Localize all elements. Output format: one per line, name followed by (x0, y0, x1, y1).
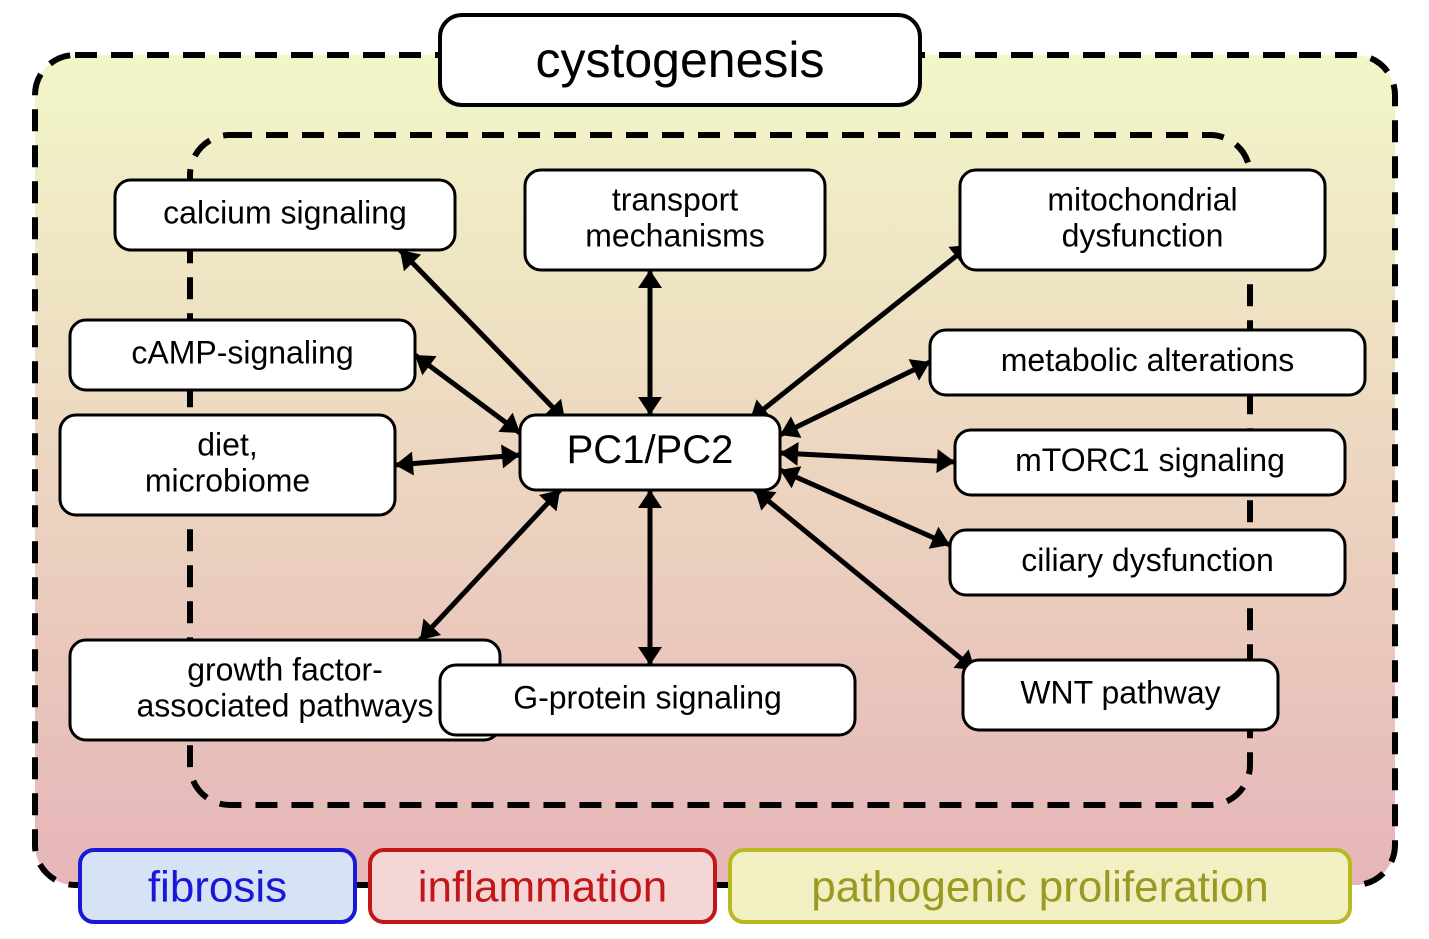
node-label: growth factor- (187, 651, 383, 687)
node-label: calcium signaling (163, 194, 407, 230)
node-label: PC1/PC2 (567, 428, 734, 472)
node-camp: cAMP-signaling (70, 320, 415, 390)
node-ciliary: ciliary dysfunction (950, 530, 1345, 595)
node-transport: transportmechanisms (525, 170, 825, 270)
node-label: cAMP-signaling (131, 334, 353, 370)
bottom-label-pathogenic: pathogenic proliferation (730, 850, 1350, 922)
bottom-label-text: pathogenic proliferation (811, 863, 1268, 912)
node-label: diet, (197, 426, 257, 462)
node-metabolic: metabolic alterations (930, 330, 1365, 395)
node-mito: mitochondrialdysfunction (960, 170, 1325, 270)
node-label: dysfunction (1062, 217, 1224, 253)
node-label: WNT pathway (1020, 674, 1220, 710)
node-wnt: WNT pathway (963, 660, 1278, 730)
bottom-label-text: fibrosis (148, 863, 287, 912)
node-label: transport (612, 181, 738, 217)
node-calcium: calcium signaling (115, 180, 455, 250)
node-center: PC1/PC2 (520, 415, 780, 490)
node-label: associated pathways (136, 687, 433, 723)
node-label: microbiome (145, 462, 310, 498)
node-label: mechanisms (585, 217, 765, 253)
node-label: mTORC1 signaling (1015, 442, 1285, 478)
bottom-label-text: inflammation (418, 863, 667, 912)
node-label: G-protein signaling (513, 679, 782, 715)
node-label: ciliary dysfunction (1021, 542, 1274, 578)
node-growth: growth factor-associated pathways (70, 640, 500, 740)
diagram-canvas: calcium signaling cAMP-signaling diet,micr… (0, 0, 1429, 939)
node-label: mitochondrial (1047, 181, 1237, 217)
node-gprotein: G-protein signaling (440, 665, 855, 735)
title-node: cystogenesis (440, 15, 920, 105)
node-mtorc: mTORC1 signaling (955, 430, 1345, 495)
node-label: metabolic alterations (1001, 342, 1294, 378)
bottom-label-inflammation: inflammation (370, 850, 715, 922)
bottom-label-fibrosis: fibrosis (80, 850, 355, 922)
node-diet: diet,microbiome (60, 415, 395, 515)
title-label: cystogenesis (535, 32, 824, 88)
